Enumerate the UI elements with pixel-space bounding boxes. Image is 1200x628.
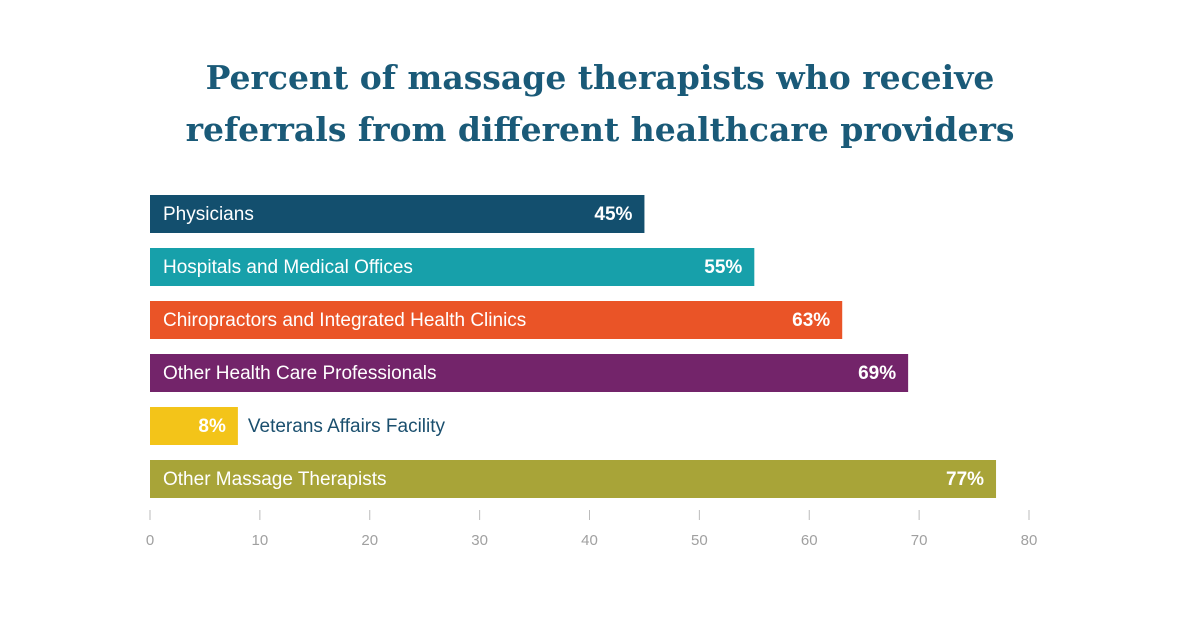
bar	[150, 248, 755, 286]
value-label: 8%	[198, 416, 226, 437]
chart-title: Percent of massage therapists who receiv…	[185, 58, 1015, 149]
category-label: Physicians	[163, 204, 254, 225]
x-tick-label: 40	[581, 532, 598, 549]
x-tick-label: 30	[471, 532, 488, 549]
value-label: 77%	[946, 469, 984, 490]
category-label: Chiropractors and Integrated Health Clin…	[163, 310, 526, 331]
value-label: 63%	[792, 310, 830, 331]
x-tick-label: 70	[911, 532, 928, 549]
x-tick-label: 60	[801, 532, 818, 549]
category-label: Other Health Care Professionals	[163, 363, 437, 384]
bar	[150, 354, 909, 392]
value-label: 69%	[858, 363, 896, 384]
category-label: Other Massage Therapists	[163, 469, 387, 490]
bar	[150, 460, 997, 498]
x-tick-label: 10	[252, 532, 269, 549]
x-tick-label: 20	[361, 532, 378, 549]
value-label: 45%	[594, 204, 632, 225]
bar	[150, 407, 238, 445]
bar	[150, 195, 645, 233]
x-tick-label: 80	[1021, 532, 1038, 549]
value-label: 55%	[704, 257, 742, 278]
x-tick-label: 50	[691, 532, 708, 549]
category-label: Hospitals and Medical Offices	[163, 257, 413, 278]
category-label: Veterans Affairs Facility	[248, 416, 446, 437]
bar	[150, 301, 843, 339]
x-tick-label: 0	[146, 532, 154, 549]
